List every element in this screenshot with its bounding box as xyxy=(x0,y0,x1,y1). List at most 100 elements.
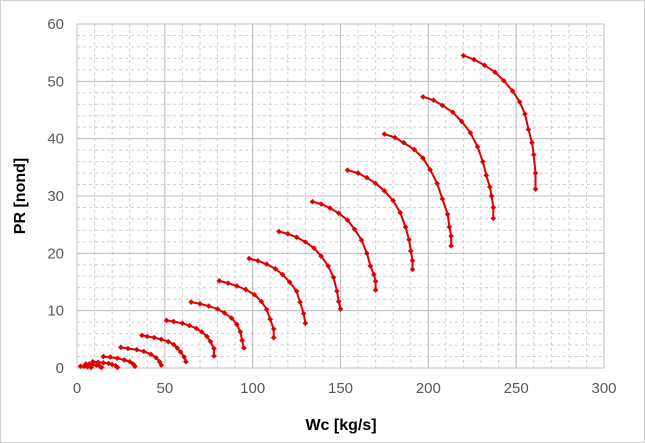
data-point xyxy=(530,151,537,158)
data-point xyxy=(490,204,497,211)
data-point xyxy=(276,228,282,235)
data-point xyxy=(351,226,358,233)
data-point xyxy=(439,196,446,202)
speed-line-14 xyxy=(381,131,454,249)
data-point xyxy=(140,348,147,355)
data-point xyxy=(525,126,532,133)
data-point xyxy=(302,239,309,245)
data-point xyxy=(279,271,286,278)
speed-line-4 xyxy=(100,353,138,370)
data-point xyxy=(90,361,96,368)
series-line xyxy=(463,54,537,190)
data-point xyxy=(118,344,124,351)
data-point xyxy=(90,358,96,365)
data-point xyxy=(114,355,121,362)
data-point xyxy=(467,130,474,136)
data-point xyxy=(286,279,293,285)
data-point xyxy=(193,325,200,332)
speed-line-10 xyxy=(246,255,309,327)
data-point xyxy=(221,310,228,316)
data-point xyxy=(516,99,523,105)
data-point xyxy=(446,224,453,230)
data-point xyxy=(258,298,265,305)
data-point xyxy=(300,310,307,317)
data-point xyxy=(444,211,451,218)
data-point xyxy=(177,349,184,355)
series-line xyxy=(384,133,453,246)
data-point xyxy=(174,345,180,351)
data-point xyxy=(330,274,337,281)
data-point xyxy=(158,336,165,343)
data-point xyxy=(214,306,221,312)
data-point xyxy=(270,326,277,332)
data-point xyxy=(297,299,303,305)
data-point xyxy=(95,359,101,366)
speed-line-11 xyxy=(276,228,344,312)
data-point xyxy=(302,320,309,327)
data-point xyxy=(311,245,317,251)
data-point xyxy=(471,56,477,63)
data-point xyxy=(402,224,409,230)
data-point xyxy=(481,62,488,69)
data-point xyxy=(458,118,465,125)
y-tick-label: 60 xyxy=(47,16,64,33)
data-point xyxy=(334,288,340,294)
data-point xyxy=(163,317,170,324)
speed-line-3 xyxy=(90,358,121,371)
data-point xyxy=(165,338,172,345)
data-point xyxy=(263,261,270,268)
y-tick-label: 20 xyxy=(47,245,64,262)
data-point xyxy=(186,322,193,329)
x-tick-label: 100 xyxy=(240,380,265,397)
data-point xyxy=(293,234,300,241)
x-tick-label: 150 xyxy=(328,380,353,397)
series-line xyxy=(141,334,187,363)
data-point xyxy=(488,193,495,199)
data-point xyxy=(509,88,516,94)
data-point xyxy=(487,184,493,190)
data-point xyxy=(327,205,333,211)
data-point xyxy=(309,198,316,205)
speed-line-16 xyxy=(460,52,539,192)
data-point xyxy=(225,280,231,286)
speed-line-13 xyxy=(344,167,416,273)
data-point xyxy=(211,345,217,352)
data-point xyxy=(392,134,398,141)
data-point xyxy=(420,94,426,100)
y-axis-title: PR [nond] xyxy=(12,158,29,234)
speed-line-5 xyxy=(118,344,165,368)
data-point xyxy=(151,334,158,341)
data-point xyxy=(139,332,145,339)
data-point xyxy=(364,250,370,257)
data-point xyxy=(409,257,416,264)
data-point xyxy=(364,174,370,181)
data-point xyxy=(522,111,528,117)
data-point xyxy=(242,286,249,293)
y-tick-label: 50 xyxy=(47,73,64,90)
x-tick-label: 300 xyxy=(591,380,616,397)
data-point xyxy=(381,188,388,194)
data-point xyxy=(239,337,245,344)
series-line xyxy=(166,319,215,356)
data-point xyxy=(318,201,324,207)
data-point xyxy=(246,255,252,262)
data-point xyxy=(130,361,137,367)
data-point xyxy=(460,52,467,59)
speed-line-12 xyxy=(309,198,379,293)
data-point xyxy=(255,257,261,264)
data-point xyxy=(439,102,446,109)
data-point xyxy=(188,299,194,305)
data-point xyxy=(474,143,481,150)
data-point xyxy=(450,109,456,116)
data-point xyxy=(77,363,84,370)
data-point xyxy=(158,362,165,368)
data-point xyxy=(344,217,351,223)
data-point xyxy=(216,278,223,284)
data-point xyxy=(358,237,365,243)
data-point xyxy=(532,186,539,192)
data-point xyxy=(325,263,332,269)
data-point xyxy=(241,345,247,351)
data-point xyxy=(372,278,379,285)
data-point xyxy=(355,170,361,176)
